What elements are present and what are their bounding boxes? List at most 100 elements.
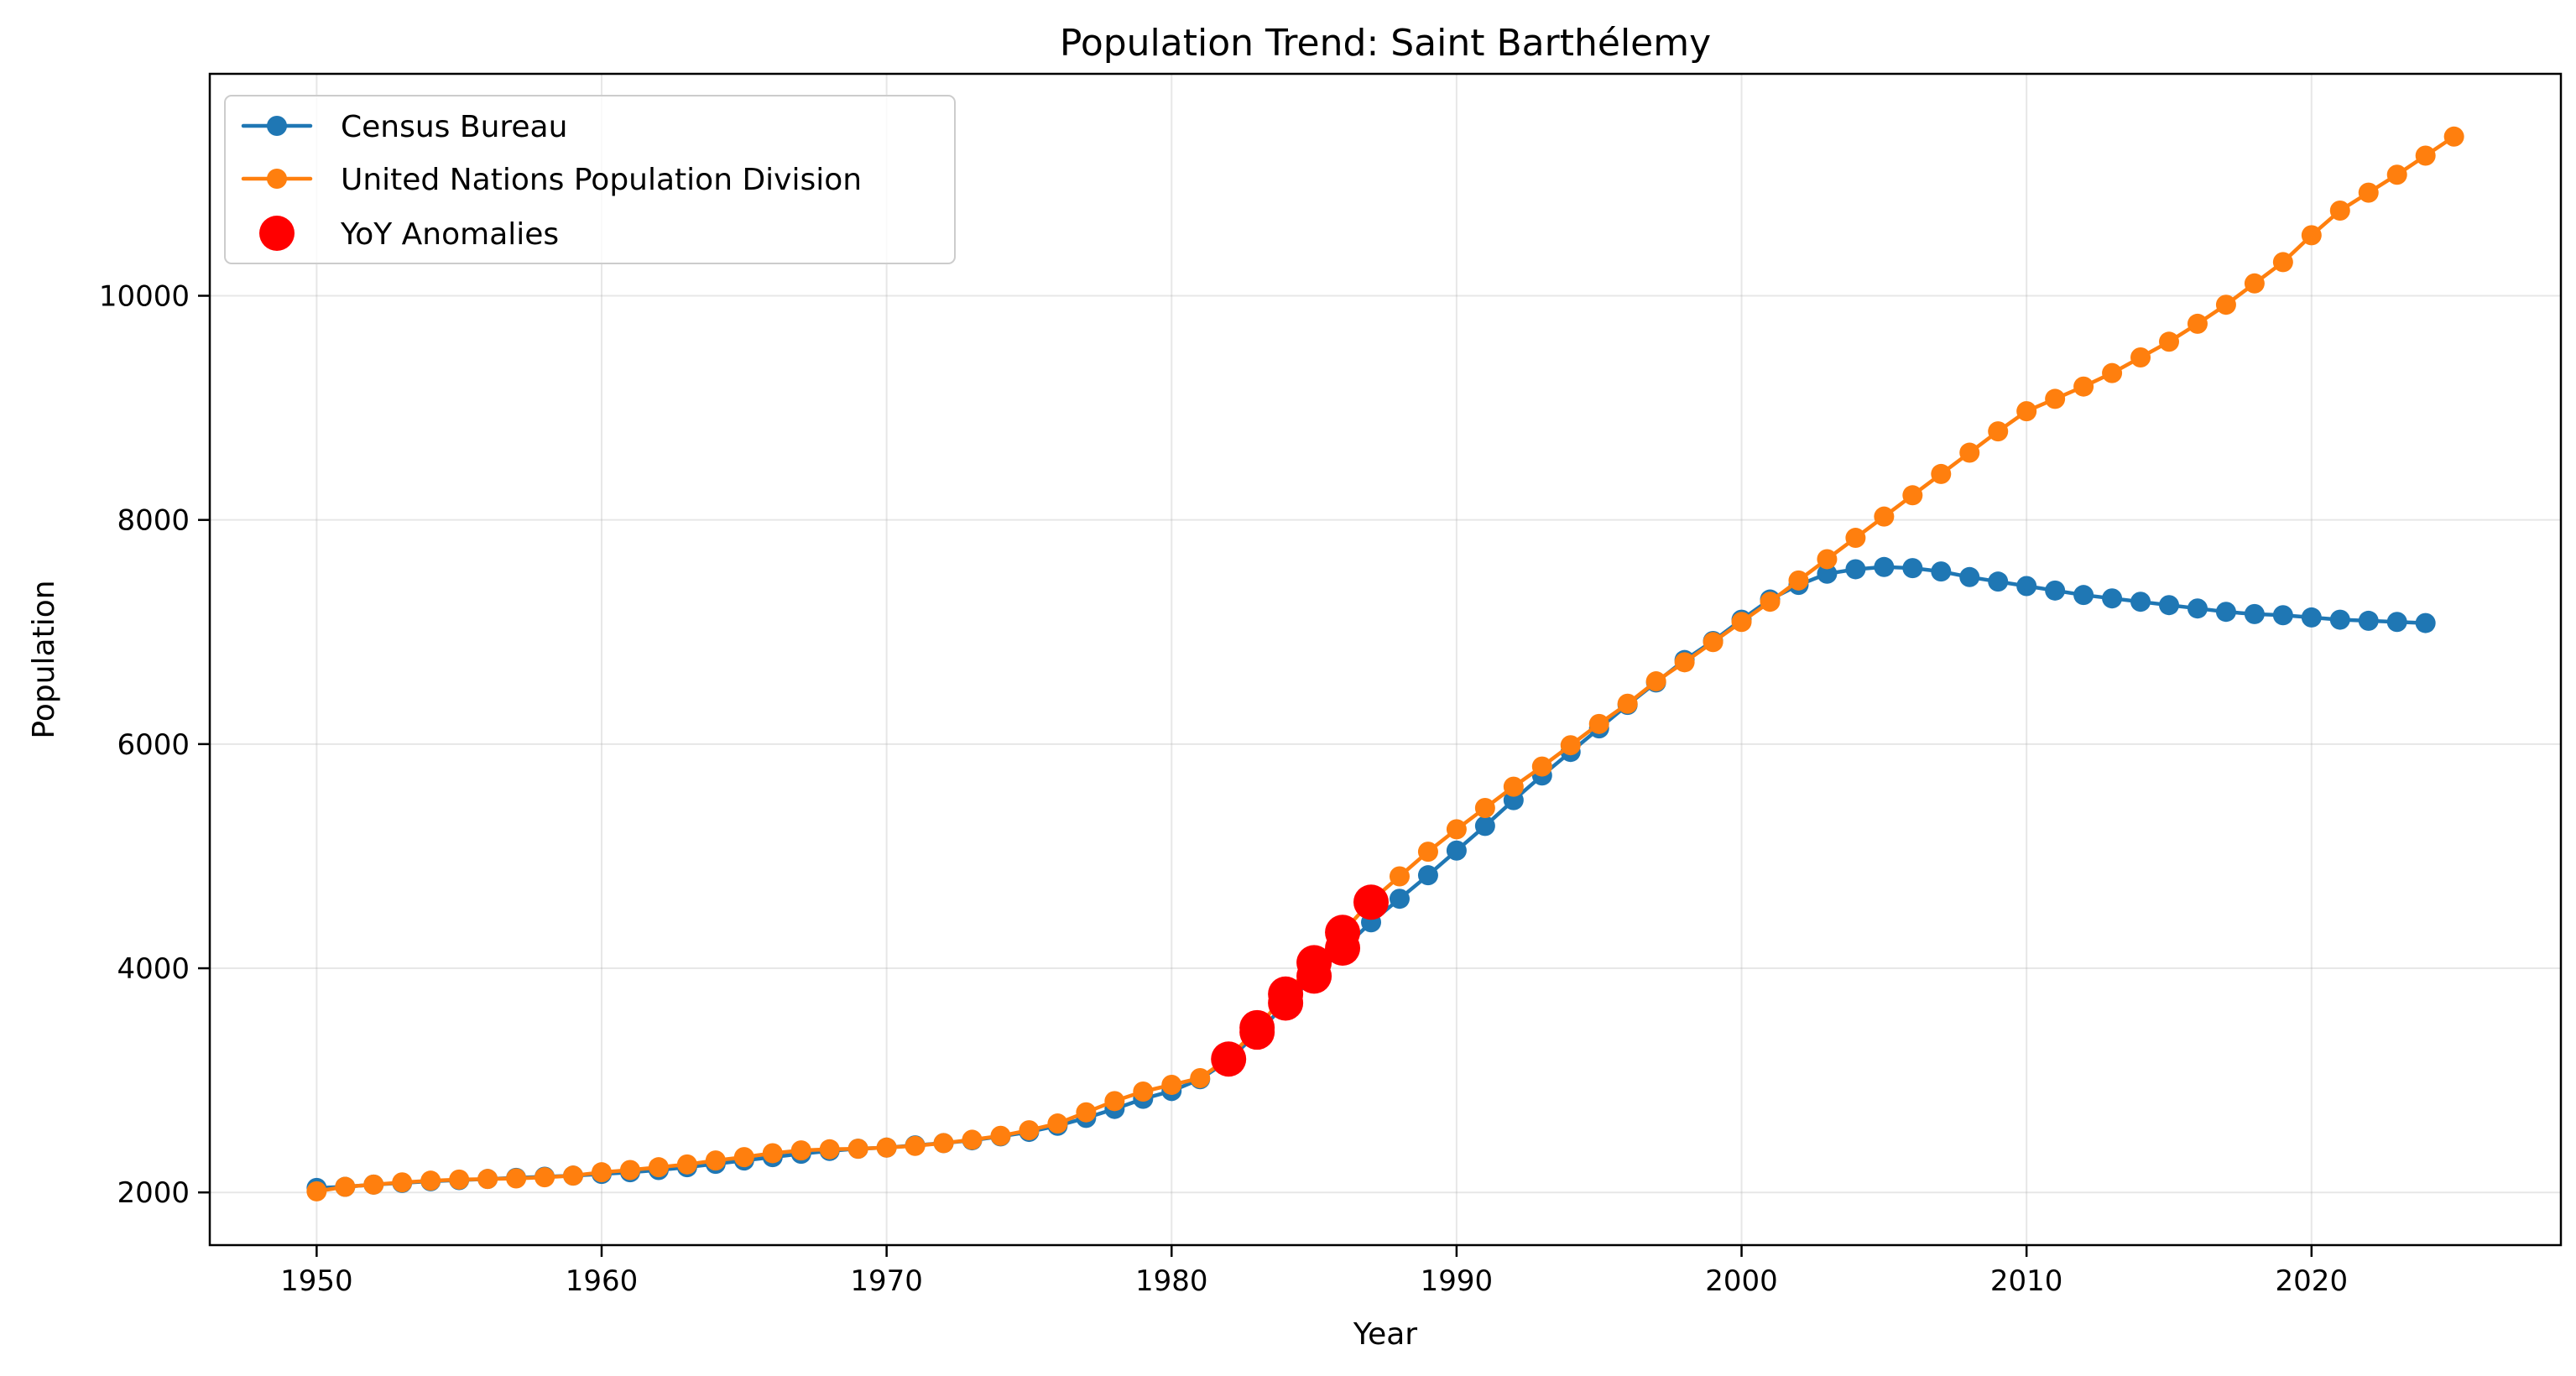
data-point-un	[1161, 1074, 1182, 1095]
data-point-census	[2358, 610, 2379, 631]
anomaly-markers	[1211, 884, 1390, 1077]
anomaly-point	[1353, 884, 1390, 920]
data-point-census	[2187, 598, 2208, 619]
data-point-un	[2415, 145, 2436, 166]
data-point-un	[2443, 126, 2464, 147]
x-tick-label: 2010	[1990, 1264, 2063, 1298]
data-point-un	[1617, 693, 1638, 714]
data-point-un	[2159, 331, 2179, 352]
series-line-un	[316, 134, 2455, 1194]
anomaly-point	[1325, 915, 1361, 951]
data-point-census	[1959, 566, 1980, 587]
data-point-un	[876, 1137, 897, 1158]
data-point-census	[1474, 816, 1495, 837]
anomaly-point	[1211, 1041, 1247, 1077]
data-point-census	[1417, 865, 1438, 886]
y-axis: 2000 4000 6000 8000 10000	[99, 280, 210, 1210]
data-point-un	[449, 1169, 470, 1190]
data-point-un	[1731, 612, 1752, 633]
data-point-un	[1417, 842, 1438, 863]
x-axis: 1950 1960 1970 1980 1990 2000 2010 2020	[280, 1245, 2348, 1298]
data-point-un	[1645, 671, 1666, 692]
legend: Census Bureau United Nations Population …	[224, 95, 956, 264]
data-point-un	[534, 1167, 555, 1188]
data-point-un	[648, 1157, 669, 1178]
data-point-un	[933, 1133, 954, 1154]
plot-area-frame	[208, 72, 2563, 1247]
plot-series	[306, 126, 2464, 1201]
data-point-un	[1988, 421, 2009, 442]
data-point-un	[2073, 376, 2094, 397]
anomaly-point	[1268, 976, 1304, 1012]
anomaly-point	[1239, 1009, 1275, 1045]
data-point-un	[1674, 652, 1695, 673]
data-point-un	[420, 1170, 441, 1191]
data-point-un	[1047, 1113, 1068, 1134]
data-point-census	[2272, 605, 2293, 626]
data-point-census	[1988, 571, 2009, 592]
y-tick-label: 8000	[117, 504, 190, 538]
data-point-un	[1588, 713, 1609, 734]
data-point-un	[990, 1125, 1011, 1146]
data-point-census	[2386, 612, 2407, 633]
data-point-un	[1503, 776, 1524, 797]
data-point-un	[705, 1150, 726, 1171]
data-point-un	[1703, 632, 1723, 653]
data-point-un	[477, 1169, 498, 1190]
y-tick-label: 10000	[99, 280, 190, 314]
legend-label-anomalies: YoY Anomalies	[340, 217, 559, 252]
data-point-un	[592, 1162, 612, 1183]
x-tick-label: 1980	[1135, 1264, 1208, 1298]
data-point-census	[2159, 595, 2179, 616]
x-tick-label: 2020	[2276, 1264, 2349, 1298]
data-point-un	[1931, 463, 1952, 484]
data-point-un	[2016, 401, 2037, 422]
x-tick-label: 1990	[1421, 1264, 1494, 1298]
x-tick-label: 1970	[850, 1264, 923, 1298]
x-tick-label: 2000	[1705, 1264, 1778, 1298]
data-point-un	[2045, 388, 2066, 409]
data-point-census	[2130, 592, 2151, 612]
data-point-un	[306, 1181, 327, 1201]
chart-title: Population Trend: Saint Barthélemy	[1060, 22, 1711, 65]
legend-label-un: United Nations Population Division	[341, 163, 862, 197]
data-point-census	[1874, 556, 1895, 577]
data-point-un	[1190, 1067, 1211, 1088]
anomaly-point	[1296, 945, 1332, 981]
data-point-un	[819, 1139, 840, 1160]
data-point-un	[619, 1160, 640, 1181]
legend-swatch-census-marker	[267, 116, 287, 136]
data-point-census	[2329, 609, 2350, 630]
data-point-un	[2215, 294, 2236, 315]
data-point-un	[1874, 506, 1895, 527]
legend-label-census: Census Bureau	[341, 110, 567, 144]
y-tick-label: 6000	[117, 728, 190, 762]
data-point-census	[1931, 561, 1952, 582]
x-tick-label: 1960	[566, 1264, 639, 1298]
data-point-un	[1446, 819, 1467, 840]
data-point-un	[563, 1165, 584, 1186]
data-point-un	[962, 1129, 983, 1150]
data-point-un	[847, 1139, 868, 1160]
data-point-un	[1104, 1091, 1125, 1112]
data-point-census	[1845, 559, 1866, 580]
data-point-un	[363, 1174, 384, 1195]
data-point-census	[2102, 588, 2123, 609]
data-point-un	[1389, 866, 1410, 887]
data-point-un	[392, 1172, 413, 1193]
data-point-un	[790, 1140, 811, 1161]
legend-box	[224, 95, 956, 264]
data-point-un	[1760, 592, 1781, 612]
data-point-un	[1788, 570, 1809, 591]
y-tick-label: 4000	[117, 952, 190, 986]
grid	[210, 74, 2561, 1245]
data-point-un	[733, 1147, 754, 1168]
data-point-un	[2301, 225, 2322, 246]
data-point-un	[1560, 735, 1581, 756]
data-point-census	[2301, 607, 2322, 628]
data-point-census	[1817, 563, 1838, 584]
legend-swatch-un-marker	[267, 169, 287, 189]
y-axis-label: Population	[27, 580, 61, 738]
data-point-un	[2329, 200, 2350, 221]
